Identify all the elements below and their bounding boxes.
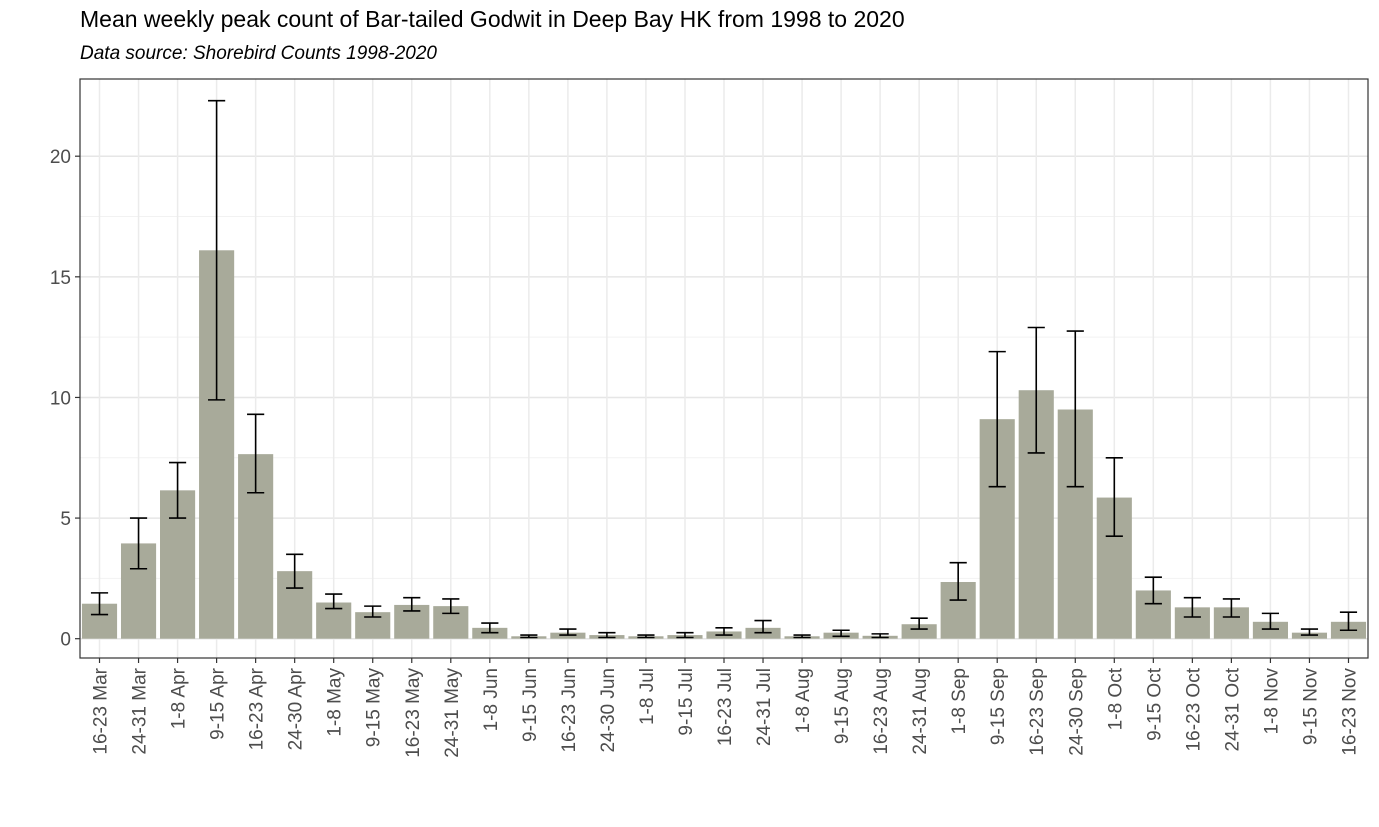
x-tick-label: 24-31 Oct: [1222, 667, 1243, 751]
x-tick-label: 16-23 Oct: [1183, 667, 1204, 751]
x-tick-label: 9-15 Apr: [208, 667, 229, 739]
x-tick-label: 16-23 Jul: [715, 668, 736, 746]
y-tick-label: 5: [60, 509, 71, 530]
x-tick-label: 1-8 Aug: [793, 668, 814, 734]
x-tick-label: 9-15 Jul: [676, 668, 697, 736]
x-tick-label: 24-31 Jul: [754, 668, 775, 746]
x-tick-label: 16-23 Nov: [1339, 668, 1360, 756]
x-tick-label: 9-15 May: [364, 668, 385, 748]
chart-title: Mean weekly peak count of Bar-tailed God…: [80, 6, 905, 32]
x-tick-label: 9-15 Nov: [1300, 668, 1321, 746]
x-tick-label: 1-8 Apr: [169, 667, 190, 729]
x-tick-label: 1-8 Sep: [949, 668, 970, 735]
x-tick-label: 24-31 Mar: [130, 667, 151, 754]
error-bars: [90, 99, 1358, 639]
x-tick-label: 1-8 Nov: [1261, 668, 1282, 735]
x-tick-label: 24-30 Apr: [286, 667, 307, 750]
bar: [901, 624, 937, 639]
y-tick-label: 20: [50, 147, 71, 168]
x-tick-label: 1-8 Jul: [637, 668, 658, 725]
chart-subtitle: Data source: Shorebird Counts 1998-2020: [80, 43, 438, 64]
x-tick-label: 9-15 Aug: [832, 668, 853, 744]
x-tick-label: 16-23 Mar: [91, 667, 112, 754]
x-tick-label: 16-23 Aug: [871, 668, 892, 755]
x-tick-label: 1-8 Jun: [481, 668, 502, 731]
x-tick-label: 1-8 Oct: [1105, 667, 1126, 730]
x-tick-label: 16-23 Sep: [1027, 668, 1048, 756]
x-tick-label: 1-8 May: [325, 668, 346, 737]
x-tick-label: 9-15 Jun: [520, 668, 541, 742]
x-tick-label: 24-31 Aug: [910, 668, 931, 755]
x-tick-label: 24-30 Sep: [1066, 668, 1087, 756]
x-tick-label: 9-15 Oct: [1144, 667, 1165, 741]
y-tick-label: 10: [50, 388, 71, 409]
bar: [1252, 621, 1288, 639]
x-tick-label: 16-23 Jun: [559, 668, 580, 753]
x-tick-label: 24-30 Jun: [598, 668, 619, 753]
y-tick-label: 15: [50, 268, 71, 289]
axes: 0 5 10 15 20 16-23 Mar 24-31 Mar 1-8 Apr 9-15 Ap…: [50, 147, 1361, 758]
x-tick-label: 16-23 May: [403, 668, 424, 758]
x-tick-label: 24-31 May: [442, 668, 463, 758]
x-tick-label: 9-15 Sep: [988, 668, 1009, 745]
y-tick-label: 0: [60, 630, 71, 651]
x-tick-label: 16-23 Apr: [247, 667, 268, 750]
